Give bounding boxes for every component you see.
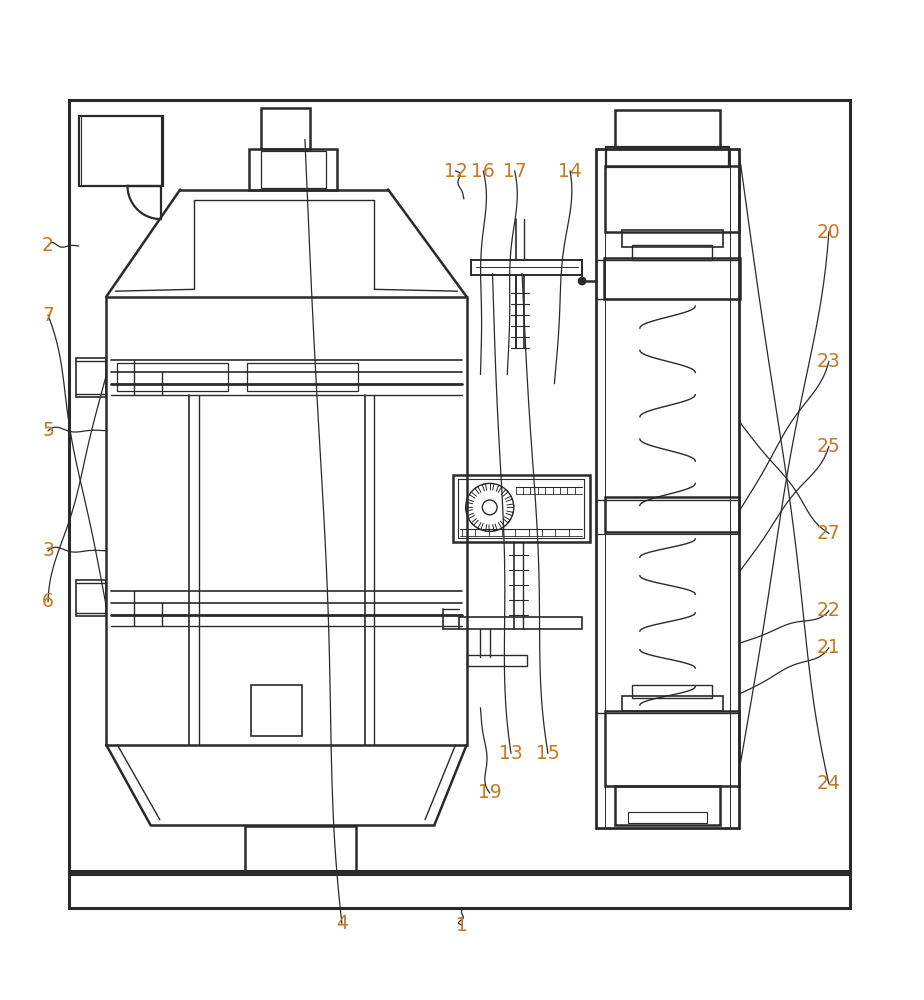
Text: 2: 2 bbox=[43, 236, 54, 255]
Bar bbox=[622, 230, 723, 247]
Bar bbox=[632, 245, 712, 260]
Bar bbox=[605, 497, 739, 532]
Bar bbox=[615, 786, 720, 825]
Bar bbox=[605, 166, 739, 232]
Bar bbox=[471, 260, 582, 275]
Bar bbox=[458, 479, 584, 538]
Text: 25: 25 bbox=[817, 437, 841, 456]
Text: 19: 19 bbox=[478, 783, 502, 802]
Text: 17: 17 bbox=[503, 162, 527, 181]
Text: 23: 23 bbox=[817, 352, 841, 371]
Bar bbox=[604, 258, 740, 299]
Text: 13: 13 bbox=[499, 744, 523, 763]
Text: 14: 14 bbox=[558, 162, 582, 181]
Bar bbox=[261, 108, 310, 149]
Bar bbox=[69, 100, 850, 874]
Bar bbox=[79, 116, 163, 186]
Bar bbox=[453, 475, 590, 542]
Bar bbox=[249, 149, 337, 190]
Bar bbox=[459, 617, 582, 629]
Bar bbox=[69, 871, 850, 908]
Bar bbox=[622, 696, 723, 711]
Bar bbox=[467, 655, 527, 666]
Text: 22: 22 bbox=[817, 601, 841, 620]
Bar bbox=[76, 358, 106, 397]
Text: 15: 15 bbox=[536, 744, 560, 763]
Text: 3: 3 bbox=[43, 541, 54, 560]
Bar bbox=[261, 151, 326, 188]
Text: 4: 4 bbox=[336, 914, 347, 933]
Text: 6: 6 bbox=[43, 592, 54, 611]
Bar bbox=[76, 580, 106, 615]
Text: 1: 1 bbox=[456, 916, 468, 935]
Bar bbox=[606, 147, 729, 167]
Text: 5: 5 bbox=[43, 421, 54, 440]
Text: 24: 24 bbox=[817, 774, 841, 793]
Text: 27: 27 bbox=[817, 524, 841, 543]
Circle shape bbox=[578, 277, 586, 285]
Bar bbox=[106, 297, 467, 745]
Bar bbox=[596, 149, 739, 828]
Text: 12: 12 bbox=[444, 162, 468, 181]
Bar bbox=[632, 685, 712, 698]
Text: 7: 7 bbox=[43, 306, 54, 325]
Bar bbox=[247, 363, 358, 391]
Bar bbox=[251, 685, 302, 736]
Bar bbox=[245, 826, 356, 872]
Bar bbox=[117, 363, 228, 391]
Bar bbox=[615, 110, 720, 147]
Bar bbox=[628, 812, 707, 823]
Text: 20: 20 bbox=[817, 223, 841, 242]
Text: 21: 21 bbox=[817, 638, 841, 657]
Text: 16: 16 bbox=[471, 162, 495, 181]
Bar bbox=[605, 711, 739, 786]
